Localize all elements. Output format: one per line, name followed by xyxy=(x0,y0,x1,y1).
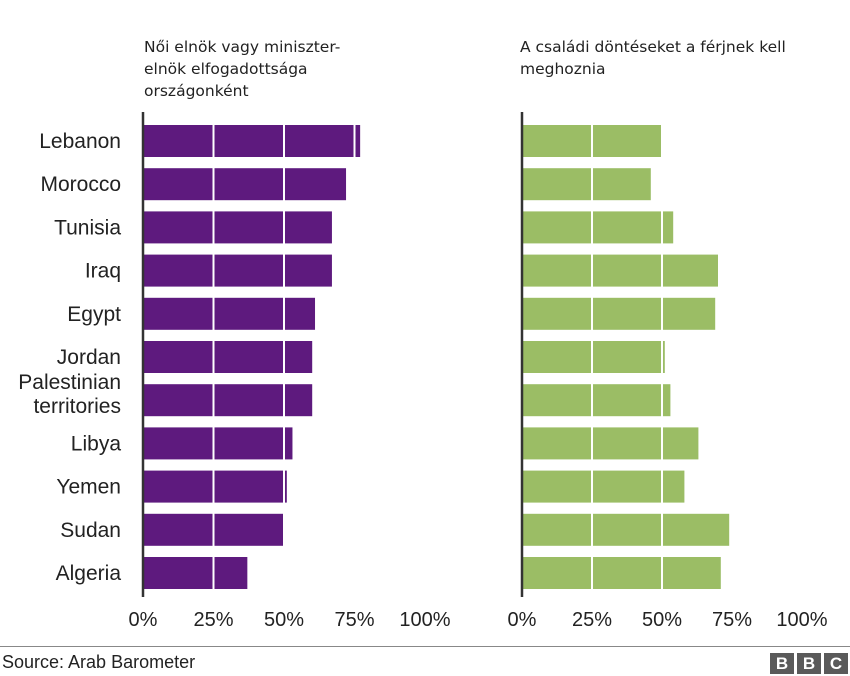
right-tick-label: 50% xyxy=(642,609,682,631)
category-label: Palestinian territories xyxy=(18,371,121,418)
right-chart: 0% 25% 50% 75% 100% xyxy=(508,112,828,631)
right-bar-yemen xyxy=(522,470,685,503)
category-label: Lebanon xyxy=(39,130,121,153)
right-tick-label: 75% xyxy=(712,609,752,631)
left-bar-palestinian-territories xyxy=(143,384,313,417)
category-label: Iraq xyxy=(85,260,121,283)
right-bar-jordan xyxy=(522,341,665,373)
bbc-logo: B B C xyxy=(770,653,848,674)
left-chart: 0% 25% 50% 75% 100% Lebanon Morocco Tunisia Iraq… xyxy=(18,112,451,631)
left-title-line: országonként xyxy=(144,82,249,100)
category-label: Yemen xyxy=(56,476,121,499)
left-tick-label: 75% xyxy=(334,609,374,631)
right-bar-libya xyxy=(522,427,699,460)
category-label: Algeria xyxy=(56,562,122,585)
left-tick-label: 50% xyxy=(264,609,304,631)
right-bar-morocco xyxy=(522,168,651,201)
bbc-logo-letter: B xyxy=(770,653,794,674)
bar-charts: 0% 25% 50% 75% 100% Lebanon Morocco Tunisia Iraq… xyxy=(18,112,828,631)
right-bar-tunisia xyxy=(522,211,674,244)
right-bar-iraq xyxy=(522,254,718,287)
left-tick-label: 100% xyxy=(399,609,450,631)
right-bar-sudan xyxy=(522,513,730,546)
left-bar-jordan xyxy=(143,341,313,373)
right-bar-egypt xyxy=(522,297,716,330)
category-label: Egypt xyxy=(67,303,121,326)
bbc-logo-letter: C xyxy=(824,653,848,674)
left-bar-morocco xyxy=(143,168,347,201)
left-bar-egypt xyxy=(143,297,316,330)
left-bar-yemen xyxy=(143,470,287,503)
left-tick-label: 25% xyxy=(193,609,233,631)
category-label-line: territories xyxy=(33,395,121,418)
category-label: Tunisia xyxy=(54,216,121,239)
left-bar-libya xyxy=(143,427,293,460)
category-label-line: Palestinian xyxy=(18,371,121,394)
right-bar-algeria xyxy=(522,557,721,589)
left-title-line: Női elnök vagy miniszter- xyxy=(144,38,341,56)
category-label: Libya xyxy=(71,432,122,455)
left-bar-tunisia xyxy=(143,211,332,244)
category-label: Morocco xyxy=(40,173,121,196)
right-bar-palestinian-territories xyxy=(522,384,671,417)
right-title-line: A családi döntéseket a férjnek kell xyxy=(520,38,786,56)
category-label: Jordan xyxy=(57,346,121,369)
bbc-logo-letter: B xyxy=(797,653,821,674)
left-bar-iraq xyxy=(143,254,332,287)
source-text: Source: Arab Barometer xyxy=(2,652,196,672)
left-tick-label: 0% xyxy=(129,609,158,631)
right-tick-label: 0% xyxy=(508,609,537,631)
category-label: Sudan xyxy=(60,519,121,542)
footer-divider xyxy=(0,646,850,647)
right-chart-title: A családi döntéseket a férjnek kell megh… xyxy=(520,36,820,80)
left-bar-lebanon xyxy=(143,125,361,157)
left-bar-algeria xyxy=(143,557,248,589)
right-tick-label: 100% xyxy=(776,609,827,631)
right-title-line: meghoznia xyxy=(520,60,606,78)
left-title-line: elnök elfogadottsága xyxy=(144,60,308,78)
right-tick-label: 25% xyxy=(572,609,612,631)
left-chart-title: Női elnök vagy miniszter- elnök elfogado… xyxy=(144,36,394,102)
